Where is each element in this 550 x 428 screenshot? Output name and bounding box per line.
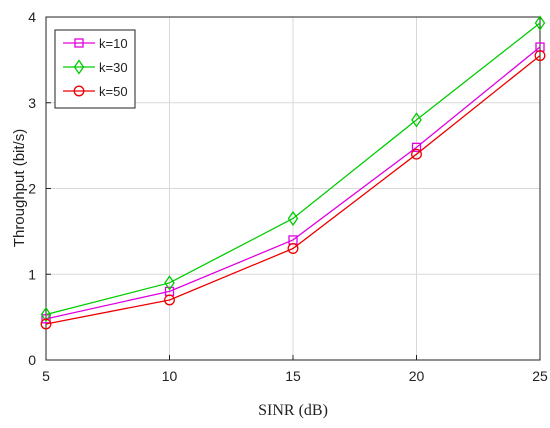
legend-entry: k=10 [63, 36, 128, 51]
legend-label: k=10 [99, 36, 128, 51]
data-point [411, 142, 422, 152]
x-tick-label: 10 [162, 368, 178, 384]
data-point [164, 275, 175, 291]
y-tick-label: 4 [28, 9, 36, 25]
series-line [45, 22, 541, 316]
series-k-50 [40, 50, 546, 330]
legend: k=10 k=30 k=50 [54, 29, 136, 109]
data-point [287, 243, 299, 254]
y-tick-label: 3 [28, 95, 36, 111]
data-point [40, 318, 52, 330]
legend-label: k=50 [99, 84, 128, 99]
legend-entry: k=50 [63, 84, 128, 99]
x-axis-ticks: 5 10 15 20 25 [42, 355, 548, 384]
y-tick-label: 2 [28, 181, 36, 197]
series-line [45, 55, 541, 325]
data-point [534, 15, 546, 31]
data-point [41, 314, 51, 324]
x-tick-label: 15 [285, 368, 301, 384]
y-axis-ticks: 0 1 2 3 4 [28, 9, 51, 368]
data-point [411, 112, 422, 128]
legend-entry: k=30 [63, 59, 128, 75]
y-tick-label: 1 [28, 266, 36, 282]
y-tick-label: 0 [28, 352, 36, 368]
legend-marker [73, 59, 85, 75]
data-point [164, 294, 175, 306]
legend-marker [73, 85, 85, 97]
x-tick-label: 20 [409, 368, 425, 384]
data-point [534, 50, 546, 62]
legend-label: k=30 [99, 60, 128, 75]
legend-marker [74, 38, 84, 48]
x-axis-label: SINR (dB) [258, 402, 328, 419]
series-k-30 [40, 15, 546, 323]
data-point [287, 210, 299, 227]
y-axis-label: Throughput (bit/s) [11, 129, 28, 247]
data-point [411, 148, 422, 160]
x-tick-label: 5 [42, 368, 50, 384]
series-line [45, 46, 541, 320]
x-tick-label: 25 [532, 368, 548, 384]
series-group [40, 15, 546, 330]
data-point [40, 306, 52, 323]
